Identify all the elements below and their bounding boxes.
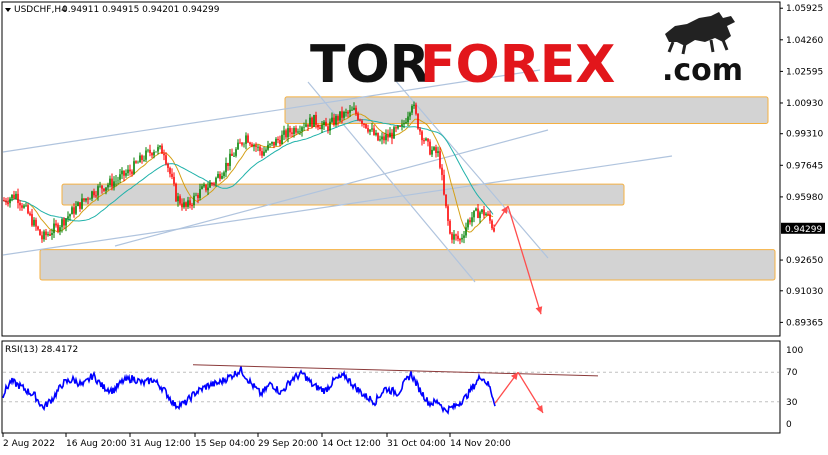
torforex-logo: TOR FOREX .com: [310, 12, 743, 95]
logo-text-forex: FOREX: [420, 35, 615, 95]
rsi-tick-label: 0: [786, 420, 792, 430]
rsi-forecast-down-head: [536, 404, 543, 413]
channel-line: [394, 79, 549, 259]
rsi-series-path: [2, 366, 496, 415]
forecast-arrow-up-head: [501, 205, 508, 214]
rsi-tick-label: 70: [786, 368, 798, 378]
channel-line: [2, 155, 673, 256]
rsi-tick-label: 100: [786, 346, 803, 356]
forecast-arrow-down: [507, 205, 542, 315]
time-tick-label: 14 Oct 12:00: [322, 439, 381, 449]
logo-text-com: .com: [662, 53, 743, 88]
price-tick-label: 0.89365: [786, 318, 823, 328]
rsi-forecast-down: [517, 371, 544, 414]
rsi-forecast-arrows: [494, 371, 544, 414]
current-price-label: 0.94299: [785, 225, 822, 235]
price-tick-label: 1.02595: [786, 67, 823, 77]
forecast-arrow-down-head: [535, 306, 543, 315]
resistance-zone: [39, 249, 776, 281]
time-axis: 2 Aug 2022 16 Aug 20:00 31 Aug 12:00 15 Sep…: [2, 433, 511, 449]
rsi-forecast-up-head: [510, 372, 518, 381]
candlestick-series: [3, 101, 495, 245]
rsi-line: [2, 366, 496, 415]
time-tick-label: 31 Aug 12:00: [130, 439, 191, 449]
resistance-zone: [61, 183, 625, 206]
channel-line: [114, 129, 549, 247]
price-tick-label: 1.05925: [786, 4, 823, 14]
rsi-title: RSI(13) 28.4172: [5, 345, 78, 355]
time-tick-label: 29 Sep 20:00: [258, 439, 318, 449]
resistance-zone: [284, 96, 769, 124]
time-tick-label: 2 Aug 2022: [3, 439, 55, 449]
time-tick-label: 16 Aug 20:00: [66, 439, 127, 449]
price-forecast-arrows: [492, 205, 543, 315]
time-tick-label: 14 Nov 20:00: [450, 439, 511, 449]
channel-line: [2, 69, 541, 153]
bull-icon: [665, 12, 735, 55]
price-tick-label: 0.99310: [786, 130, 823, 140]
current-price-tag: 0.94299: [781, 222, 825, 235]
moving-averages: [2, 113, 494, 233]
price-axis: 1.05925 1.04260 1.02595 1.00930 0.99310 0.976…: [780, 4, 823, 328]
rsi-axis: 100 70 30 0: [786, 346, 803, 430]
ma-slow-line: [2, 119, 494, 222]
price-tick-label: 1.04260: [786, 36, 823, 46]
resistance-zones: [39, 96, 776, 281]
price-tick-label: 0.92650: [786, 256, 823, 266]
rsi-trendline: [192, 364, 599, 377]
channel-lines: [2, 69, 673, 283]
price-pane-frame: [1, 1, 781, 337]
ma-fast-line: [2, 113, 494, 233]
collapse-triangle-icon[interactable]: [5, 8, 11, 12]
rsi-tick-label: 30: [786, 398, 798, 408]
time-tick-label: 31 Oct 04:00: [387, 439, 446, 449]
rsi-trendline-segment: [192, 364, 599, 377]
logo-text-tor: TOR: [310, 35, 430, 95]
rsi-pane-frame: [1, 340, 781, 434]
symbol-label: USDCHF,H4: [14, 5, 67, 15]
price-tick-label: 0.91030: [786, 287, 823, 297]
ohlc-values: 0.94911 0.94915 0.94201 0.94299: [62, 5, 220, 15]
chart-header: USDCHF,H4 0.94911 0.94915 0.94201 0.9429…: [5, 5, 220, 15]
price-tick-label: 0.97645: [786, 161, 823, 171]
time-tick-label: 15 Sep 04:00: [195, 439, 255, 449]
price-tick-label: 0.95980: [786, 193, 823, 203]
price-tick-label: 1.00930: [786, 99, 823, 109]
